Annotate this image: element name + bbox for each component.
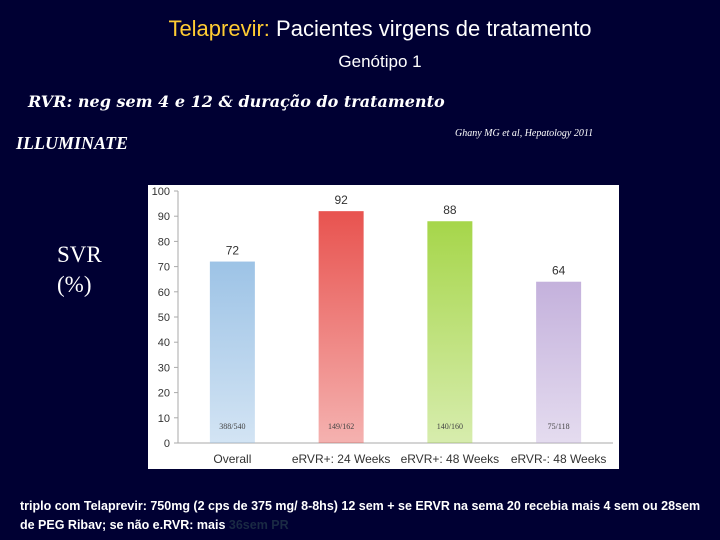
- citation: Ghany MG et al, Hepatology 2011: [455, 128, 594, 139]
- bar: [536, 281, 582, 443]
- title-highlight: Telaprevir:: [168, 16, 270, 41]
- title-rest: Pacientes virgens de tratamento: [269, 16, 592, 41]
- y-tick-label: 40: [158, 337, 170, 349]
- y-tick-label: 0: [164, 438, 170, 450]
- footnote-text: triplo com Telaprevir: 750mg (2 cps de 3…: [20, 499, 701, 532]
- y-tick-label: 70: [158, 262, 170, 274]
- rvr-definition: RVR: neg sem 4 e 12 & duração do tratame…: [28, 92, 445, 111]
- y-axis-label-line-2: (%): [57, 272, 92, 297]
- bar-fraction-label: 388/540: [219, 422, 245, 431]
- slide-subtitle: Genótipo 1: [338, 52, 422, 71]
- bar-fraction-label: 140/160: [437, 422, 463, 431]
- category-label: eRVR+: 24 Weeks: [292, 452, 391, 466]
- y-tick-label: 80: [158, 236, 170, 248]
- y-tick-label: 10: [158, 413, 170, 425]
- y-axis-label-line-1: SVR: [57, 242, 102, 267]
- footnote: triplo com Telaprevir: 750mg (2 cps de 3…: [20, 497, 710, 535]
- y-tick-label: 20: [158, 388, 170, 400]
- y-tick-label: 50: [158, 312, 170, 324]
- bar-value-label: 88: [443, 203, 457, 217]
- bar-value-label: 64: [552, 264, 566, 278]
- chart-area: 0 10 20 30 40 50 60 70 80 90 100 72 388/540 Overall 92…: [148, 185, 619, 469]
- y-tick-label: 60: [158, 287, 170, 299]
- bar-chart: 0 10 20 30 40 50 60 70 80 90 100 72 388/540 Overall 92…: [152, 186, 613, 466]
- bar: [427, 221, 473, 443]
- category-label: eRVR-: 48 Weeks: [511, 452, 607, 466]
- bar: [209, 261, 255, 443]
- study-name: ILLUMINATE: [16, 133, 129, 153]
- y-tick-label: 100: [152, 186, 170, 198]
- bar: [318, 211, 364, 443]
- bar-fraction-label: 149/162: [328, 422, 354, 431]
- slide-title: Telaprevir: Pacientes virgens de tratame…: [0, 16, 720, 42]
- category-label: Overall: [213, 452, 251, 466]
- bar-fraction-label: 75/118: [548, 422, 570, 431]
- y-tick-label: 30: [158, 362, 170, 374]
- y-tick-label: 90: [158, 211, 170, 223]
- footnote-faded-text: 36sem PR: [228, 518, 289, 532]
- bar-value-label: 72: [226, 244, 240, 258]
- category-label: eRVR+: 48 Weeks: [401, 452, 500, 466]
- y-axis-label: SVR (%): [55, 238, 106, 302]
- bar-value-label: 92: [334, 193, 348, 207]
